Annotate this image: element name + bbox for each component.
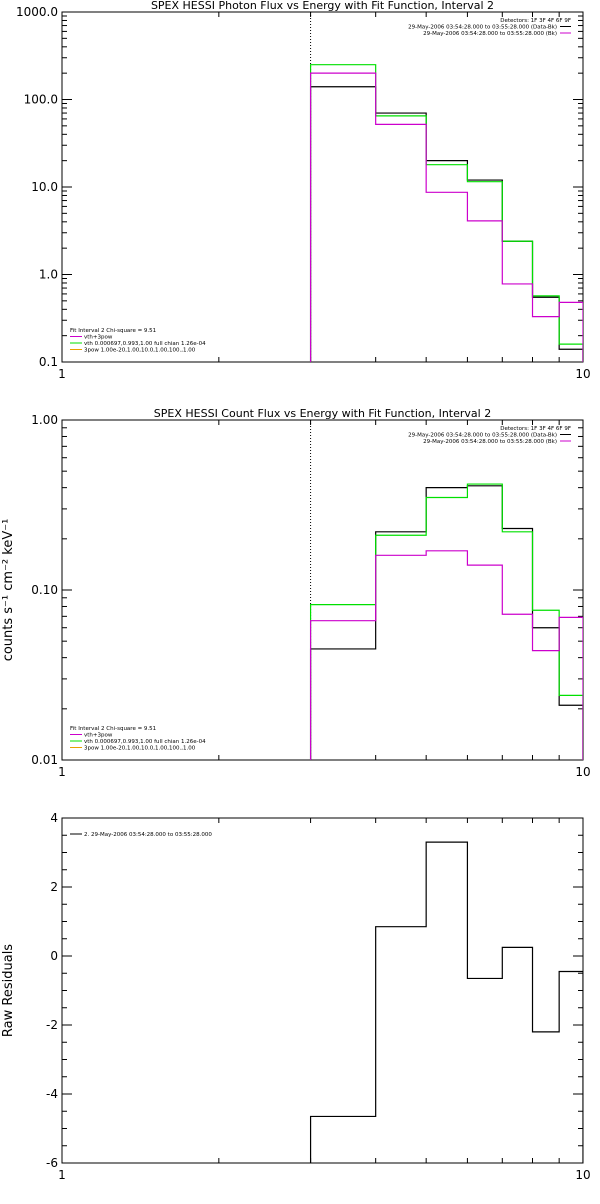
- series-data-step-line: [309, 86, 583, 362]
- legend-entry-label: 29-May-2006 03:54:28.000 to 03:55:28.000…: [408, 433, 557, 439]
- y-tick-label: 2: [50, 880, 58, 894]
- series-bkg-step-line: [309, 72, 583, 362]
- legend-bottom-left: Fit Interval 2 Chi-square = 9.51vth+3pow…: [70, 726, 206, 752]
- y-tick-label: 4: [50, 811, 58, 825]
- y-tick-label: -4: [46, 1087, 58, 1101]
- legend-entry-label: 29-May-2006 03:54:28.000 to 03:55:28.000…: [423, 31, 557, 37]
- x-tick-label: 1: [58, 367, 66, 381]
- legend-top-left: 2. 29-May-2006 03:54:28.000 to 03:55:28.…: [70, 832, 212, 838]
- series-group: [309, 64, 583, 362]
- y-ticks: -6 -4 -2 0 2 4: [46, 811, 583, 1170]
- y-axis-label: Raw Residuals: [1, 944, 16, 1037]
- y-tick-label: -2: [46, 1018, 58, 1032]
- y-tick-label: 0.10: [31, 583, 58, 597]
- y-tick-label: 1.00: [31, 413, 58, 427]
- legend-entry-label: 3pow 1.00e-20,1.00,10.0,1.00,100.,1.00: [84, 746, 196, 752]
- series-residuals-step-line: [309, 841, 583, 1163]
- legend-entry-label: vth 0.000697,0.993,1.00 full chian 1.26e…: [84, 341, 206, 347]
- x-tick-label: 10: [575, 367, 590, 381]
- series-model-step-line: [309, 64, 583, 362]
- legend-entry-label: vth+3pow: [84, 335, 113, 341]
- x-tick-label: 1: [58, 1168, 66, 1182]
- y-axis-label: counts s⁻¹ cm⁻² keV⁻¹: [1, 519, 16, 662]
- legend-title: Detectors: 1F 3F 4F 6F 9F: [500, 426, 571, 432]
- plot-frame: [61, 419, 584, 761]
- y-tick-label: -6: [46, 1156, 58, 1170]
- chart-title: SPEX HESSI Count Flux vs Energy with Fit…: [154, 407, 491, 420]
- y-tick-label: 1.0: [39, 268, 58, 282]
- y-tick-label: 0.01: [31, 753, 58, 767]
- chart-title: SPEX HESSI Photon Flux vs Energy with Fi…: [151, 0, 494, 12]
- legend-title: Detectors: 1F 3F 4F 6F 9F: [500, 18, 571, 24]
- legend-entry-label: vth 0.000697,0.993,1.00 full chian 1.26e…: [84, 739, 206, 745]
- y-tick-label: 1000.0: [16, 5, 58, 19]
- legend-title: Fit Interval 2 Chi-square = 9.51: [70, 328, 156, 334]
- series-group: [309, 841, 583, 1163]
- series-bkg-step-line: [309, 550, 583, 760]
- x-tick-label: 10: [575, 765, 590, 779]
- panel-1: SPEX HESSI Photon Flux vs Energy with Fi…: [16, 0, 591, 381]
- x-tick-label: 1: [58, 765, 66, 779]
- legend-entry-label: vth+3pow: [84, 733, 113, 739]
- plot-frame: [61, 817, 584, 1164]
- x-ticks: 1 10: [58, 12, 591, 381]
- y-tick-label: 100.0: [24, 93, 58, 107]
- y-tick-label: 10.0: [31, 180, 58, 194]
- x-ticks: 1 10: [58, 818, 591, 1182]
- y-ticks: 0.01 0.10 1.00: [31, 413, 583, 767]
- legend-entry-label: 2. 29-May-2006 03:54:28.000 to 03:55:28.…: [84, 832, 212, 838]
- panel-2: SPEX HESSI Count Flux vs Energy with Fit…: [1, 407, 591, 779]
- y-ticks: 0.1 1.0 10.0 100.0 1000.0: [16, 5, 583, 369]
- legend-title: Fit Interval 2 Chi-square = 9.51: [70, 726, 156, 732]
- series-model-step-line: [309, 483, 583, 760]
- legend-entry-label: 29-May-2006 03:54:28.000 to 03:55:28.000…: [423, 439, 557, 445]
- legend-bottom-left: Fit Interval 2 Chi-square = 9.51vth+3pow…: [70, 328, 206, 354]
- legend-entry-label: 3pow 1.00e-20,1.00,10.0,1.00,100.,1.00: [84, 348, 196, 354]
- series-group: [309, 483, 583, 760]
- panel-3: Raw Residuals 1 10 -6 -4 -2 0 2 4 2. 29-May-2006 …: [1, 811, 591, 1182]
- series-data-step-line: [309, 485, 583, 760]
- y-tick-label: 0.1: [39, 355, 58, 369]
- y-tick-label: 0: [50, 949, 58, 963]
- x-tick-label: 10: [575, 1168, 590, 1182]
- legend-entry-label: 29-May-2006 03:54:28.000 to 03:55:28.000…: [408, 25, 557, 31]
